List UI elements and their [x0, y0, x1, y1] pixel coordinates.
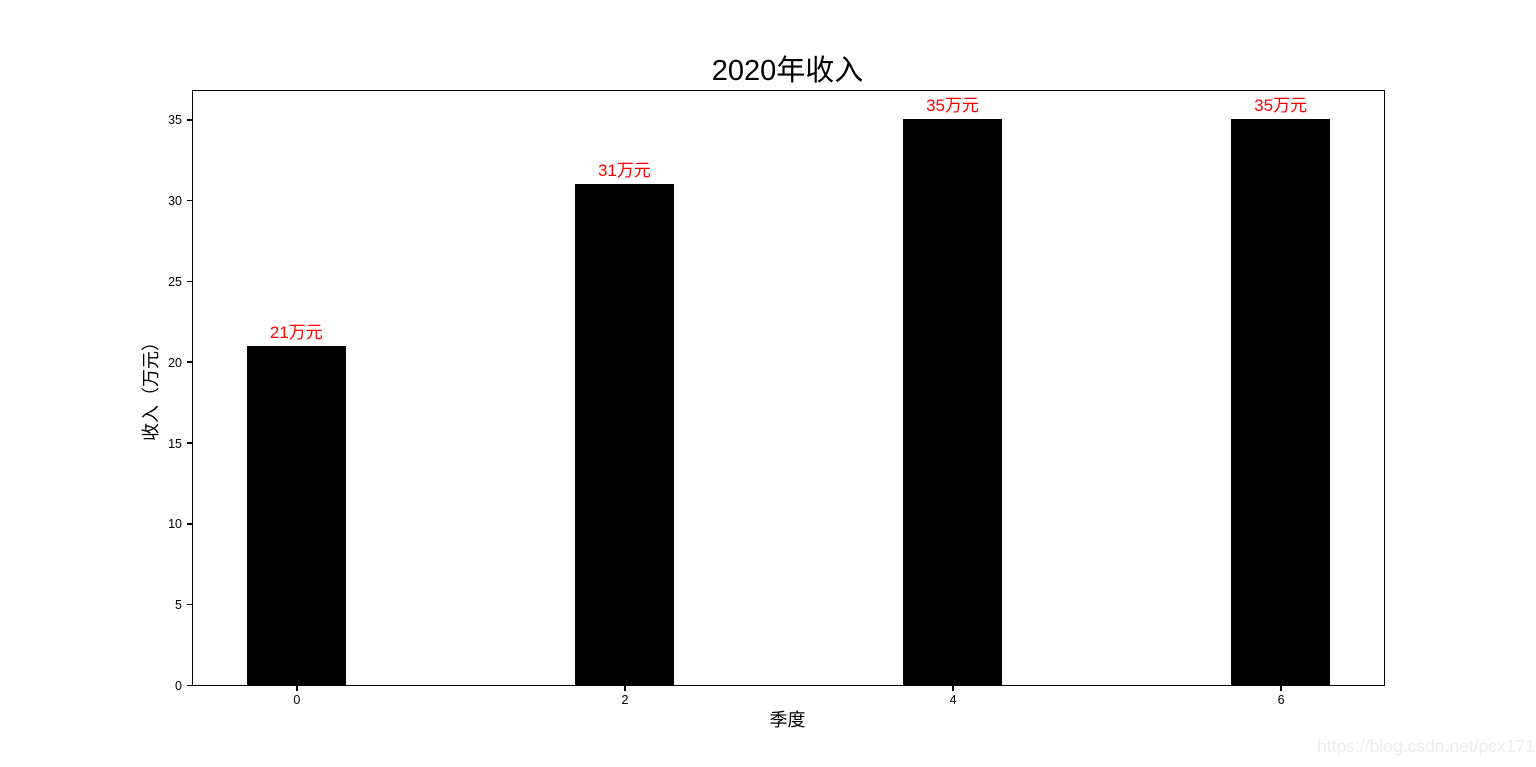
- x-axis-label: 季度: [769, 710, 806, 730]
- x-tick-label: 6: [1277, 693, 1285, 707]
- y-axis-label: 收入（万元）: [141, 333, 161, 441]
- y-tick-mark: [187, 684, 192, 687]
- bar: [1231, 119, 1330, 685]
- y-tick-mark: [187, 523, 192, 525]
- watermark-url-text: https://blog.csdn.net/pcx171: [1317, 736, 1535, 756]
- x-tick-label: 4: [949, 693, 957, 707]
- y-tick-label: 0: [175, 679, 182, 693]
- y-tick-mark: [187, 361, 192, 363]
- y-tick-label: 30: [168, 194, 182, 209]
- y-tick-label: 20: [168, 355, 182, 370]
- y-tick-label: 25: [168, 274, 182, 289]
- x-tick-mark: [296, 685, 298, 691]
- plot-area: 21万元 31万元 35万元 35万元: [192, 90, 1385, 686]
- y-tick-mark: [187, 199, 192, 202]
- bar: [575, 183, 674, 685]
- bar-value-label: 31万元: [597, 160, 651, 180]
- bar-value-label: 35万元: [1254, 96, 1308, 116]
- bar-value-label: 21万元: [269, 322, 323, 342]
- x-tick-mark: [624, 685, 626, 691]
- bar-value-label: 35万元: [926, 96, 980, 116]
- y-tick-mark: [187, 280, 192, 283]
- x-tick-mark: [952, 685, 954, 691]
- x-tick-mark: [1280, 685, 1282, 691]
- y-tick-label: 15: [168, 436, 182, 451]
- x-tick-label: 2: [621, 693, 629, 707]
- x-tick-label: 0: [293, 693, 301, 707]
- y-tick-mark: [187, 119, 192, 121]
- y-tick-mark: [187, 442, 192, 444]
- y-tick-label: 5: [175, 598, 182, 613]
- y-tick-mark: [187, 603, 192, 606]
- chart-title: 2020年收入: [711, 55, 864, 87]
- y-tick-label: 10: [168, 517, 182, 532]
- bar: [247, 345, 346, 685]
- y-tick-label: 35: [168, 113, 182, 128]
- bar: [903, 119, 1002, 685]
